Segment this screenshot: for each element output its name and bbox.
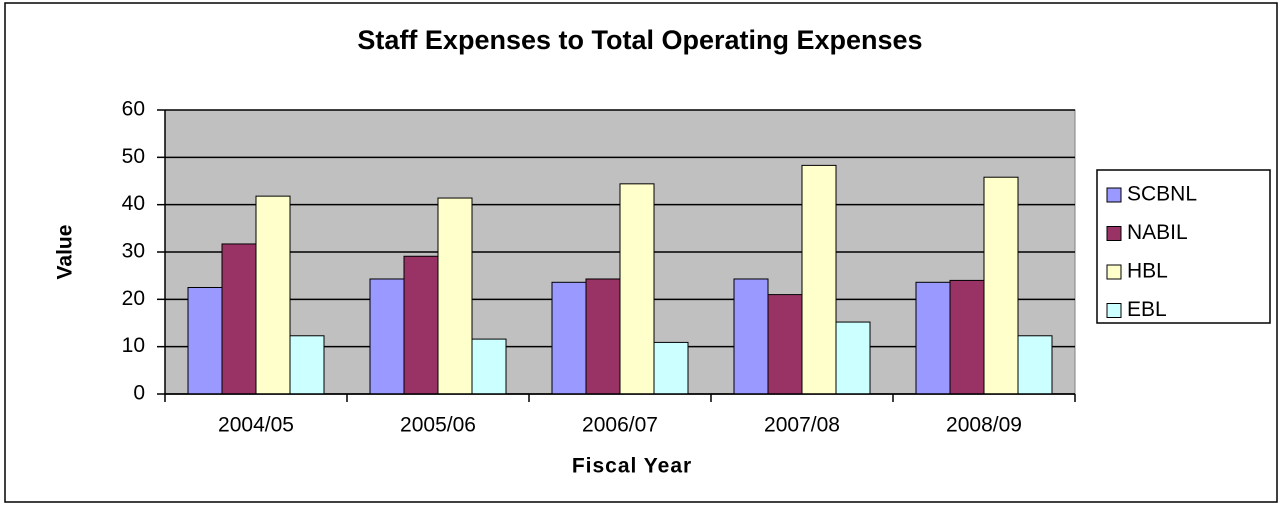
bar (1017, 335, 1053, 395)
bar (983, 176, 1019, 395)
y-tick-label: 60 (122, 98, 145, 121)
bar (733, 278, 769, 395)
y-tick-label: 30 (122, 240, 145, 263)
legend-swatch (1106, 303, 1122, 318)
bar (255, 195, 291, 395)
x-tick-label: 2008/09 (946, 414, 1022, 437)
bar (619, 183, 655, 395)
legend-swatch (1106, 187, 1122, 203)
bar (221, 243, 257, 395)
x-tick-label: 2005/06 (400, 414, 476, 437)
y-axis-title: Value (54, 225, 77, 280)
y-tick-label: 50 (122, 145, 145, 168)
bar (949, 279, 985, 395)
legend-swatch (1106, 264, 1122, 280)
bar (585, 278, 621, 395)
legend-swatch (1106, 226, 1122, 241)
legend-box (1096, 169, 1271, 324)
bar (437, 197, 473, 395)
y-tick-label: 40 (122, 192, 145, 215)
y-tick-label: 10 (122, 334, 145, 357)
bar (471, 338, 507, 395)
y-tick-label: 20 (122, 287, 145, 310)
x-tick-label: 2006/07 (582, 414, 658, 437)
legend-label: HBL (1127, 260, 1168, 283)
bar (767, 294, 803, 395)
x-axis-title: Fiscal Year (572, 455, 692, 478)
legend-label: NABIL (1127, 221, 1188, 244)
bar (551, 281, 587, 395)
bar (653, 341, 689, 395)
bar (835, 321, 871, 395)
bar (369, 278, 405, 395)
bar (915, 281, 951, 395)
bar (187, 287, 223, 395)
bar (289, 335, 325, 395)
x-tick-label: 2004/05 (218, 414, 294, 437)
legend-label: SCBNL (1127, 183, 1197, 206)
bar (801, 164, 837, 395)
y-tick-label: 0 (133, 382, 145, 405)
x-tick-label: 2007/08 (764, 414, 840, 437)
bar (403, 255, 439, 395)
chart-title: Staff Expenses to Total Operating Expens… (357, 25, 922, 55)
legend-label: EBL (1127, 298, 1167, 321)
